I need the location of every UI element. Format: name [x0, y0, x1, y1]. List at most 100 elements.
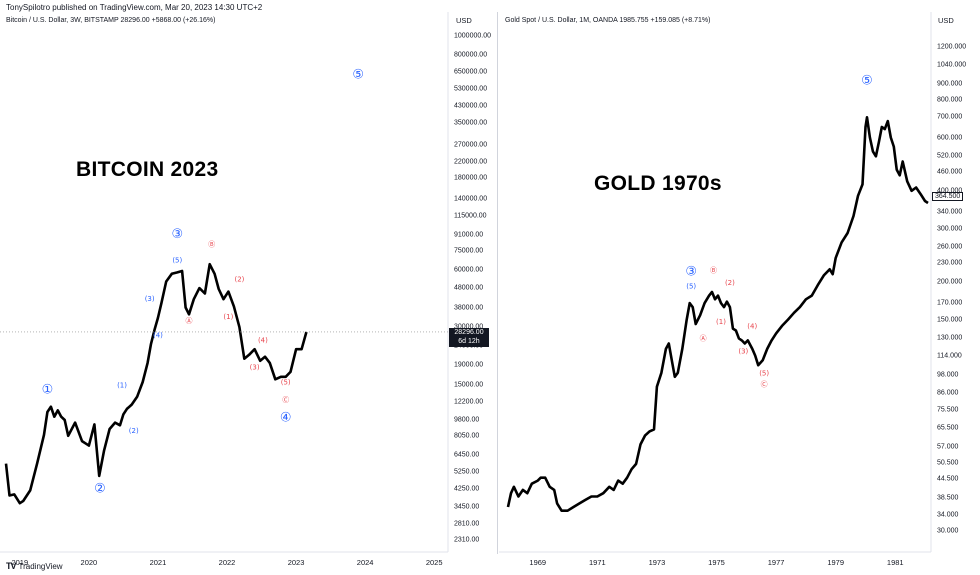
- wave-label: (3): [250, 364, 260, 372]
- wave-label: (2): [129, 427, 139, 435]
- tradingview-logo-icon: TV: [6, 561, 16, 571]
- y-tick-label: 800000.00: [454, 51, 488, 59]
- wave-label: ⑤: [861, 73, 873, 88]
- wave-label: ①: [42, 382, 54, 397]
- y-tick-label: 530000.00: [454, 85, 488, 93]
- bitcoin-price-value: 28296.00: [454, 329, 484, 336]
- y-tick-label: 220000.00: [454, 158, 488, 166]
- wave-label: ②: [94, 481, 106, 496]
- x-tick-label: 2023: [287, 558, 305, 567]
- y-tick-label: 91000.00: [454, 231, 484, 239]
- y-tick-label: 180000.00: [454, 174, 488, 182]
- y-tick-label: 57.000: [937, 443, 959, 451]
- bitcoin-price-countdown: 6d 12h: [458, 337, 480, 345]
- y-tick-label: 600.000: [937, 134, 963, 142]
- y-tick-label: 115000.00: [454, 212, 487, 220]
- x-tick-label: 1969: [529, 558, 547, 567]
- y-tick-label: 400.000: [937, 187, 963, 195]
- wave-label: Ⓐ: [700, 334, 707, 342]
- y-tick-label: 1200.000: [937, 43, 967, 50]
- wave-label: ⑤: [352, 67, 364, 82]
- wave-label: (5): [759, 369, 769, 377]
- wave-label: Ⓒ: [282, 396, 289, 404]
- wave-label: (5): [172, 256, 182, 264]
- y-tick-label: 650000.00: [454, 68, 488, 76]
- wave-label: ③: [685, 264, 697, 279]
- wave-label: Ⓑ: [710, 266, 717, 274]
- y-tick-label: 140000.00: [454, 195, 488, 203]
- wave-label: (5): [281, 379, 291, 387]
- bitcoin-legend: Bitcoin / U.S. Dollar, 3W, BITSTAMP 2829…: [6, 17, 216, 24]
- wave-label: Ⓑ: [208, 241, 215, 249]
- x-tick-label: 1975: [708, 558, 725, 567]
- y-tick-label: 75.500: [937, 406, 959, 414]
- y-tick-label: 34.000: [937, 511, 959, 518]
- y-tick-label: 170.000: [937, 299, 963, 307]
- wave-label: Ⓐ: [186, 317, 193, 325]
- panel-divider: [497, 12, 498, 554]
- y-tick-label: 260.000: [937, 243, 963, 251]
- bitcoin-price-badge: 28296.00 6d 12h: [449, 328, 489, 347]
- wave-label: (2): [234, 275, 244, 283]
- y-tick-label: 44.500: [937, 475, 959, 483]
- y-tick-label: 270000.00: [454, 141, 488, 149]
- wave-label: (4): [258, 336, 268, 344]
- x-tick-label: 2019: [11, 558, 29, 567]
- y-tick-label: 50.500: [937, 459, 959, 467]
- y-tick-label: 3450.00: [454, 503, 480, 511]
- gold-currency-label: USD: [938, 16, 954, 25]
- x-tick-label: 2025: [425, 558, 443, 567]
- y-tick-label: 520.000: [937, 152, 963, 160]
- wave-label: (1): [223, 313, 233, 321]
- bitcoin-chart-panel: Bitcoin / U.S. Dollar, 3W, BITSTAMP 2829…: [0, 12, 498, 567]
- y-tick-label: 12200.00: [454, 398, 484, 406]
- gold-price-box: 364.500: [932, 192, 964, 201]
- wave-label: (3): [738, 347, 748, 355]
- wave-label: (1): [716, 318, 726, 326]
- y-tick-label: 230.000: [937, 259, 963, 267]
- y-tick-label: 300.000: [937, 225, 963, 233]
- y-tick-label: 48000.00: [454, 284, 484, 292]
- y-tick-label: 5250.00: [454, 468, 480, 476]
- y-tick-label: 9800.00: [454, 416, 480, 424]
- y-tick-label: 130.000: [937, 334, 963, 342]
- x-tick-label: 1979: [827, 558, 844, 567]
- y-tick-label: 19000.00: [454, 361, 484, 369]
- x-tick-label: 1973: [648, 558, 666, 567]
- wave-label: (1): [117, 381, 127, 389]
- y-tick-label: 6450.00: [454, 451, 480, 459]
- wave-label: (2): [725, 279, 735, 287]
- bitcoin-plot: ① ② ③ ④ ⑤ (1) (2) (3) (4) (5) Ⓐ Ⓑ (2) (1) (4) (3) (5) Ⓒ: [0, 12, 449, 553]
- y-tick-label: 1000000.00: [454, 32, 491, 40]
- wave-label: Ⓒ: [761, 381, 768, 389]
- bitcoin-currency-label: USD: [456, 16, 472, 25]
- x-tick-label: 1971: [589, 558, 606, 567]
- y-tick-label: 15000.00: [454, 381, 484, 389]
- y-tick-label: 38000.00: [454, 304, 484, 311]
- y-tick-label: 2810.00: [454, 520, 480, 528]
- y-tick-label: 114.000: [937, 352, 962, 360]
- y-tick-label: 98.000: [937, 371, 959, 379]
- wave-label: (4): [153, 331, 163, 339]
- x-tick-label: 2020: [80, 558, 98, 567]
- price-series-line: [506, 116, 929, 512]
- y-tick-label: 75000.00: [454, 247, 484, 255]
- gold-legend: Gold Spot / U.S. Dollar, 1M, OANDA 1985.…: [505, 17, 711, 24]
- y-tick-label: 150.000: [937, 316, 963, 324]
- y-tick-label: 900.000: [937, 80, 963, 88]
- wave-label: (5): [686, 283, 696, 291]
- bitcoin-title: BITCOIN 2023: [76, 158, 219, 181]
- y-tick-label: 460.000: [937, 168, 963, 176]
- price-series-line: [4, 262, 308, 505]
- footer-brand: TradingView: [18, 561, 63, 571]
- y-tick-label: 8050.00: [454, 432, 480, 440]
- x-tick-label: 2024: [356, 558, 374, 567]
- y-tick-label: 60000.00: [454, 266, 484, 274]
- wave-label: ③: [171, 227, 183, 242]
- y-tick-label: 2310.00: [454, 536, 480, 544]
- x-tick-label: 2021: [149, 558, 167, 567]
- y-tick-label: 200.000: [937, 278, 963, 286]
- wave-label: (4): [747, 323, 757, 331]
- y-tick-label: 86.000: [937, 389, 959, 397]
- y-tick-label: 800.000: [937, 96, 963, 104]
